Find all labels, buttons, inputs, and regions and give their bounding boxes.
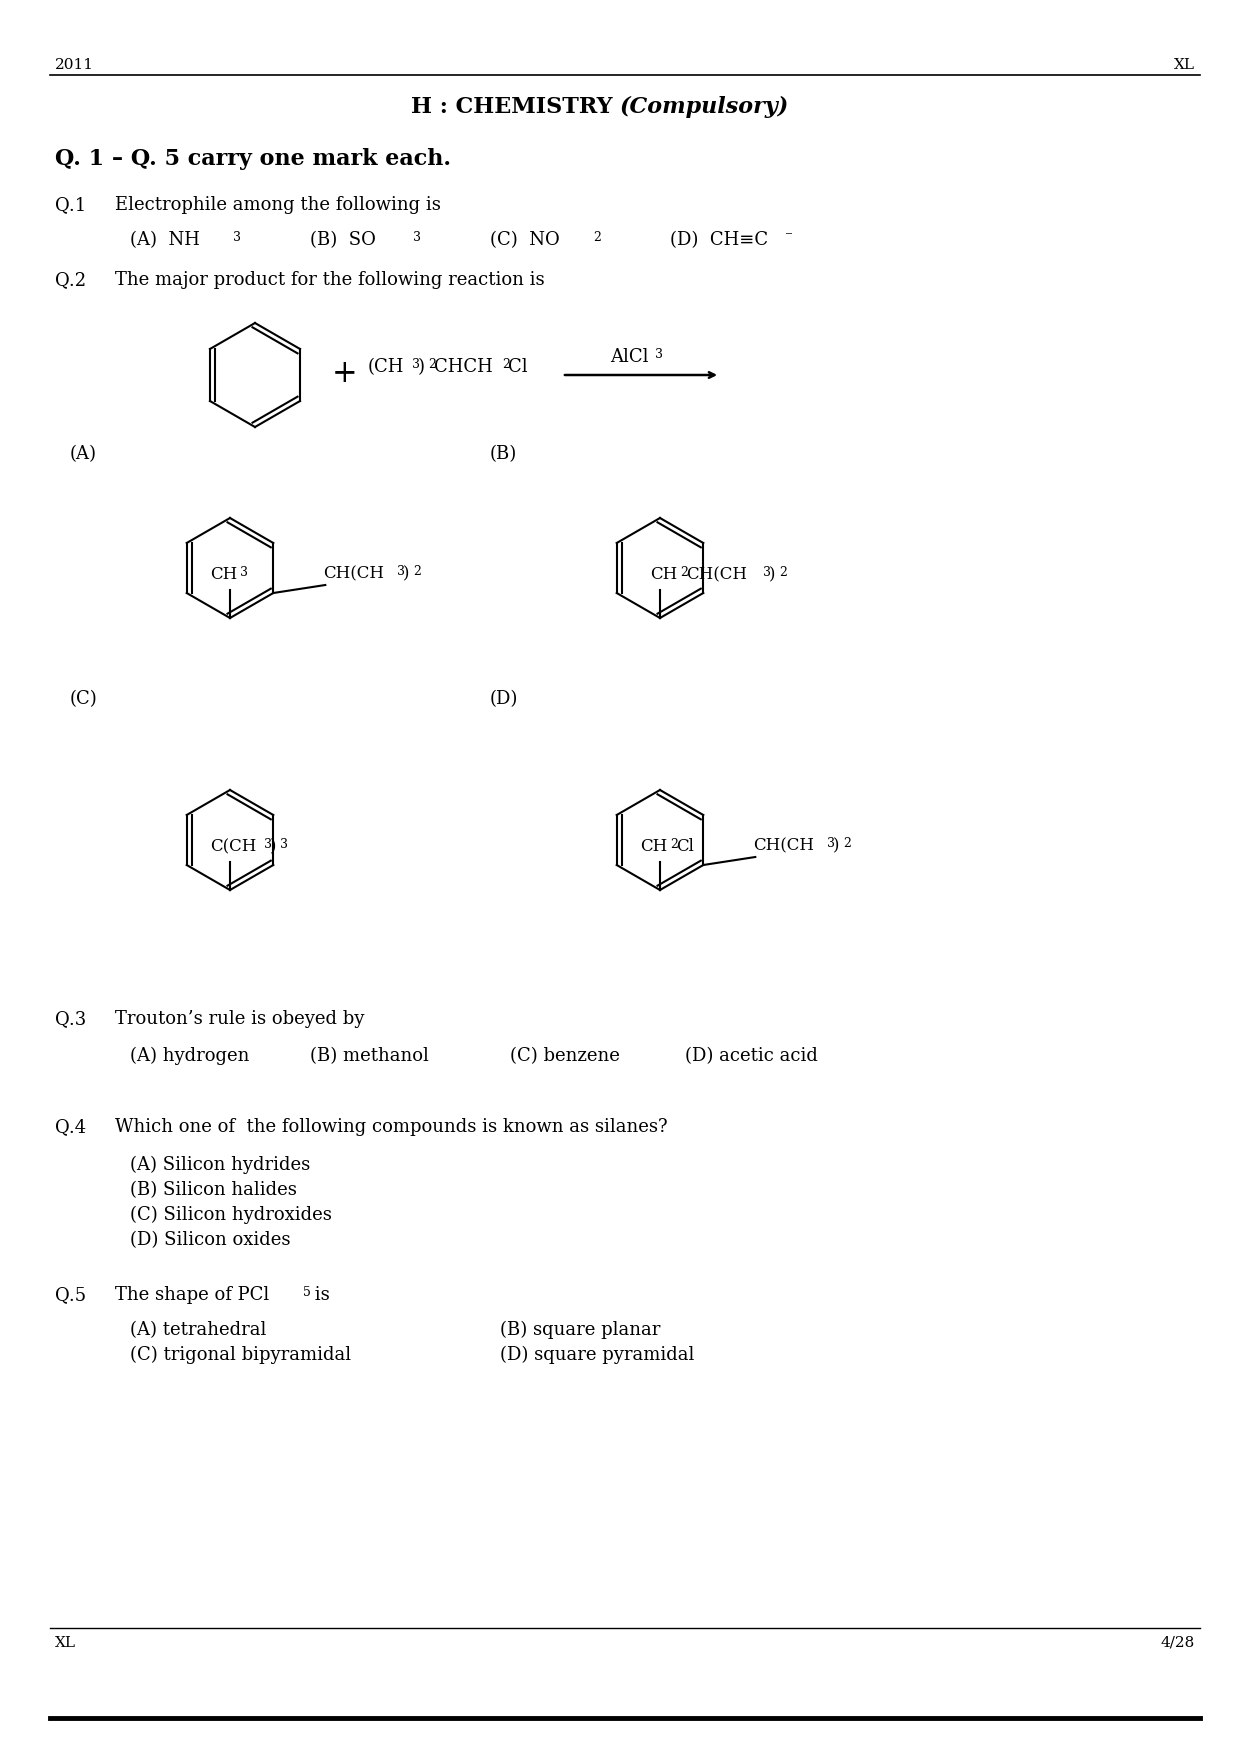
- Text: CH: CH: [640, 838, 668, 854]
- Text: (C) benzene: (C) benzene: [510, 1047, 619, 1065]
- Text: 2: 2: [593, 232, 601, 244]
- Text: ⁻: ⁻: [786, 232, 793, 246]
- Text: Q.4: Q.4: [55, 1117, 86, 1137]
- Text: 3: 3: [264, 838, 272, 851]
- Text: (B) methanol: (B) methanol: [310, 1047, 429, 1065]
- Text: Cl: Cl: [508, 358, 527, 375]
- Text: H : CHEMISTRY: H : CHEMISTRY: [411, 96, 620, 118]
- Text: CH(CH: CH(CH: [324, 565, 385, 582]
- Text: ): ): [833, 837, 840, 854]
- Text: 3: 3: [763, 567, 771, 579]
- Text: (A): (A): [69, 446, 97, 463]
- Text: (B): (B): [490, 446, 517, 463]
- Text: 2: 2: [413, 565, 421, 579]
- Text: 3: 3: [280, 838, 288, 851]
- Text: C(CH: C(CH: [210, 838, 257, 854]
- Text: ): ): [418, 358, 424, 375]
- Text: 5: 5: [303, 1286, 311, 1300]
- Text: 3: 3: [240, 567, 248, 579]
- Text: (D) acetic acid: (D) acetic acid: [685, 1047, 818, 1065]
- Text: 3: 3: [828, 837, 835, 851]
- Text: 2: 2: [844, 837, 851, 851]
- Text: 2011: 2011: [55, 58, 94, 72]
- Text: (A)  NH: (A) NH: [130, 232, 200, 249]
- Text: 3: 3: [412, 358, 419, 372]
- Text: CH: CH: [210, 567, 237, 582]
- Text: Q.5: Q.5: [55, 1286, 86, 1303]
- Text: The shape of PCl: The shape of PCl: [115, 1286, 269, 1303]
- Text: CH(CH: CH(CH: [686, 567, 747, 582]
- Text: (A) Silicon hydrides: (A) Silicon hydrides: [130, 1156, 310, 1173]
- Text: XL: XL: [1174, 58, 1195, 72]
- Text: (A) hydrogen: (A) hydrogen: [130, 1047, 249, 1065]
- Text: ): ): [403, 565, 410, 582]
- Text: +: +: [333, 358, 357, 389]
- Text: Cl: Cl: [676, 838, 694, 854]
- Text: is: is: [309, 1286, 330, 1303]
- Text: 3: 3: [655, 347, 663, 361]
- Text: Q. 1 – Q. 5 carry one mark each.: Q. 1 – Q. 5 carry one mark each.: [55, 147, 450, 170]
- Text: (B)  SO: (B) SO: [310, 232, 376, 249]
- Text: 4/28: 4/28: [1160, 1636, 1195, 1651]
- Text: 2: 2: [428, 358, 436, 372]
- Text: 2: 2: [680, 567, 688, 579]
- Text: (CH: (CH: [369, 358, 405, 375]
- Text: 2: 2: [779, 567, 787, 579]
- Text: (D): (D): [490, 689, 519, 709]
- Text: 3: 3: [233, 232, 241, 244]
- Text: (C)  NO: (C) NO: [490, 232, 560, 249]
- Text: 3: 3: [397, 565, 406, 579]
- Text: The major product for the following reaction is: The major product for the following reac…: [115, 272, 545, 289]
- Text: Trouton’s rule is obeyed by: Trouton’s rule is obeyed by: [115, 1010, 365, 1028]
- Text: (C): (C): [69, 689, 98, 709]
- Text: (A) tetrahedral: (A) tetrahedral: [130, 1321, 267, 1338]
- Text: (B) Silicon halides: (B) Silicon halides: [130, 1180, 297, 1200]
- Text: (C) Silicon hydroxides: (C) Silicon hydroxides: [130, 1207, 331, 1224]
- Text: Which one of  the following compounds is known as silanes?: Which one of the following compounds is …: [115, 1117, 668, 1137]
- Text: Q.1: Q.1: [55, 196, 87, 214]
- Text: AlCl: AlCl: [611, 347, 649, 367]
- Text: 2: 2: [503, 358, 510, 372]
- Text: (C) trigonal bipyramidal: (C) trigonal bipyramidal: [130, 1345, 351, 1365]
- Text: XL: XL: [55, 1636, 76, 1651]
- Text: CH(CH: CH(CH: [753, 837, 814, 854]
- Text: CH: CH: [650, 567, 678, 582]
- Text: Electrophile among the following is: Electrophile among the following is: [115, 196, 441, 214]
- Text: (Compulsory): (Compulsory): [620, 96, 789, 118]
- Text: Q.3: Q.3: [55, 1010, 87, 1028]
- Text: (D) square pyramidal: (D) square pyramidal: [500, 1345, 695, 1365]
- Text: CHCH: CHCH: [434, 358, 493, 375]
- Text: (B) square planar: (B) square planar: [500, 1321, 660, 1340]
- Text: (D)  CH≡C: (D) CH≡C: [670, 232, 768, 249]
- Text: ): ): [769, 567, 776, 582]
- Text: ): ): [271, 838, 277, 854]
- Text: (D) Silicon oxides: (D) Silicon oxides: [130, 1231, 290, 1249]
- Text: Q.2: Q.2: [55, 272, 86, 289]
- Text: 2: 2: [670, 838, 678, 851]
- Text: 3: 3: [413, 232, 421, 244]
